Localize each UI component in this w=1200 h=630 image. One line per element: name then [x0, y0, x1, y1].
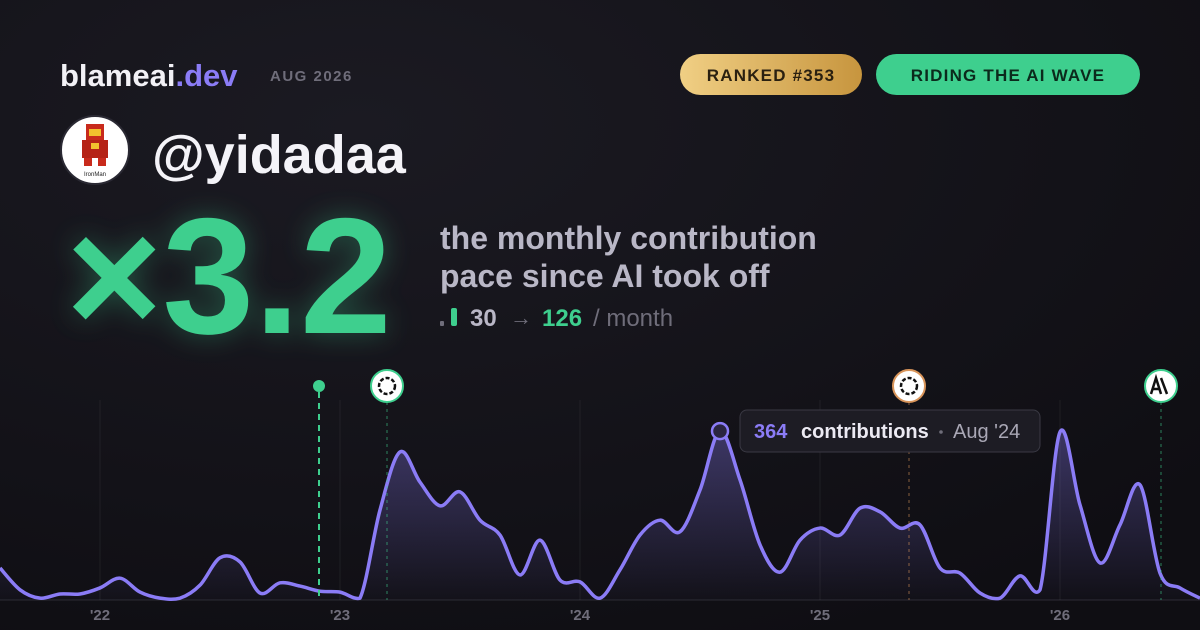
tooltip: 364 contributions Aug '24	[739, 409, 1041, 453]
pace-arrow: →	[510, 305, 532, 330]
tooltip-date: Aug '24	[953, 421, 1020, 443]
line	[0, 428, 1200, 601]
avatar-caption: IronMan	[84, 172, 106, 178]
event-dot	[313, 380, 325, 392]
brand: blameai.dev	[60, 58, 238, 93]
badge-rank	[680, 54, 862, 95]
multiplier-glow: ×3.2	[66, 184, 392, 368]
tooltip-label: contributions	[801, 421, 929, 443]
anthropic-glyph	[1149, 373, 1169, 395]
x-tick-label: '24	[570, 607, 591, 624]
pace-icon	[451, 308, 457, 326]
event-markers	[313, 369, 1178, 600]
x-tick-label: '26	[1050, 607, 1070, 624]
multiplier: ×3.2	[66, 184, 392, 368]
area	[0, 430, 1200, 600]
date: AUG 2026	[270, 68, 353, 85]
brand-name: blameai	[60, 58, 175, 93]
anthropic-icon	[1144, 369, 1178, 403]
tooltip-value: 364	[754, 421, 788, 443]
description: the monthly contribution	[440, 220, 817, 256]
peak-marker	[710, 421, 730, 441]
openai-icon	[370, 369, 404, 403]
pace-after: 126	[542, 305, 582, 332]
openai-glyph	[899, 376, 919, 396]
badge-wave	[876, 54, 1140, 95]
brand-suffix: .dev	[175, 58, 238, 93]
badge-rank-text: RANKED #353	[707, 66, 835, 85]
avatar: IronMan	[60, 115, 130, 185]
tooltip-box	[739, 409, 1041, 453]
pace-icon	[440, 321, 444, 326]
chart: '22 '23 '24 '25 '26	[0, 400, 1200, 624]
openai-glyph	[377, 376, 397, 396]
pace-unit: / month	[593, 305, 673, 332]
handle: @yidadaa	[152, 125, 407, 185]
tooltip-sep	[939, 430, 943, 434]
x-tick-label: '23	[330, 607, 350, 624]
openai-icon	[892, 369, 926, 403]
pace-before: 30	[470, 305, 497, 332]
x-tick-label: '22	[90, 607, 110, 624]
x-tick-label: '25	[810, 607, 830, 624]
description: pace since AI took off	[440, 258, 770, 294]
badge-wave-text: RIDING THE AI WAVE	[911, 66, 1105, 85]
